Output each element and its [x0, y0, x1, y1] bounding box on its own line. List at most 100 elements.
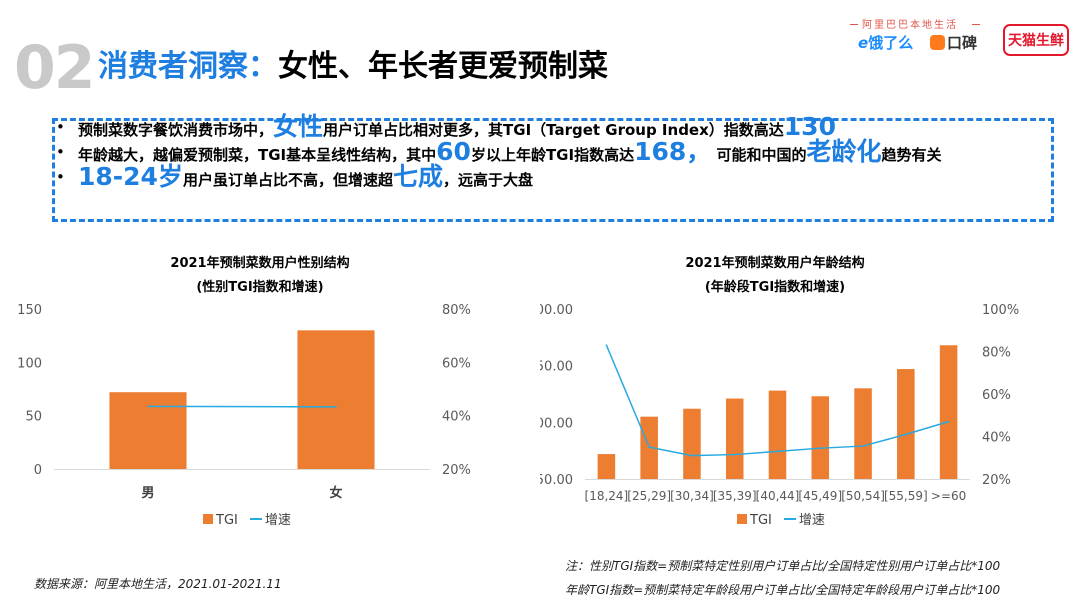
- tgi-bar: [683, 408, 701, 479]
- tgi-bar: [109, 392, 187, 469]
- growth-point: [776, 450, 779, 453]
- bullet-text: 预制菜数字餐饮消费市场中，: [78, 121, 274, 139]
- bullet-highlight: 130: [783, 112, 836, 141]
- legend-growth-label: 增速: [264, 513, 291, 528]
- left-axis-tick: 50.00: [540, 473, 573, 488]
- page-title-lead: 消费者洞察：: [98, 49, 278, 84]
- tgi-bar: [597, 454, 616, 479]
- category-label: [50,54]: [841, 489, 885, 503]
- category-label: [40,44]: [756, 489, 800, 503]
- right-axis-tick: 100%: [982, 303, 1019, 318]
- koubei-icon: [930, 35, 945, 50]
- legend-bar-swatch: [737, 514, 747, 524]
- eleme-mark: e: [858, 34, 869, 52]
- legend-tgi-label: TGI: [216, 513, 238, 528]
- right-axis-tick: 40%: [982, 431, 1011, 446]
- gender-chart-title: 2021年预制菜数用户性别结构 (性别TGI指数和增速): [60, 252, 460, 300]
- category-label: [25,29]: [627, 489, 671, 503]
- growth-point: [335, 406, 337, 408]
- left-axis-tick: 200.00: [540, 303, 573, 318]
- bullet-highlight: 七成: [392, 162, 443, 191]
- insight-bullet: • 年龄越大，越偏爱预制菜，TGI基本呈线性结构，其中60岁以上年龄TGI指数高达…: [56, 139, 1046, 166]
- bullet-text: 趋势有关: [881, 146, 942, 164]
- right-axis-tick: 60%: [442, 356, 471, 371]
- age-chart-subtitle: (年龄段TGI指数和增速): [704, 280, 846, 295]
- tmall-fresh-logo: 天猫生鲜: [1003, 24, 1069, 56]
- age-chart: 200.00 150.00 100.00 50.00 100% 80% 60% 40% 20% […: [540, 303, 1019, 503]
- tgi-bar: [897, 369, 915, 479]
- bullet-text: 用户虽订单占比不高，但增速超: [182, 171, 393, 189]
- legend-line-swatch: [783, 518, 796, 520]
- right-axis-tick: 80%: [442, 303, 471, 318]
- bullet-highlight: 老龄化: [806, 137, 882, 166]
- growth-point: [819, 447, 822, 449]
- insight-bullet: • 预制菜数字餐饮消费市场中，女性用户订单占比相对更多，其TGI（Target G…: [56, 114, 1046, 141]
- data-source: 数据来源：阿里本地生活，2021.01-2021.11: [34, 577, 282, 591]
- right-axis-tick: 40%: [442, 410, 471, 425]
- left-axis-tick: 150.00: [540, 360, 573, 375]
- section-number: 02: [14, 33, 95, 103]
- age-chart-title: 2021年预制菜数用户年龄结构 (年龄段TGI指数和增速): [575, 252, 975, 300]
- bullet-text: 可能和中国的: [711, 146, 807, 164]
- gender-chart: 150 100 50 0 80% 60% 40% 20% 男 女: [17, 303, 471, 501]
- age-chart-title-main: 2021年预制菜数用户年龄结构: [685, 256, 865, 271]
- growth-point: [691, 454, 693, 457]
- age-chart-legend: TGI 增速: [737, 509, 825, 528]
- tgi-bar: [297, 330, 375, 469]
- left-axis-tick: 100: [17, 356, 42, 371]
- category-label: [35,39]: [713, 489, 757, 503]
- bullet-dot: •: [56, 118, 65, 136]
- left-axis-tick: 100.00: [540, 416, 573, 431]
- gender-chart-title-main: 2021年预制菜数用户性别结构: [170, 256, 350, 271]
- brand-subtitle: 阿里巴巴本地生活: [862, 20, 958, 31]
- right-axis-tick: 80%: [982, 346, 1011, 361]
- left-axis-tick: 0: [34, 463, 42, 478]
- right-axis-tick: 20%: [982, 473, 1011, 488]
- tgi-note-age: 年龄TGI指数=预制菜特定年龄段用户订单占比/全国特定年龄段用户订单占比*100: [565, 583, 1001, 597]
- legend-bar-swatch: [203, 514, 213, 524]
- category-label: 女: [329, 485, 342, 501]
- category-label: >=60: [931, 489, 966, 503]
- bullet-highlight: 168，: [634, 137, 712, 166]
- gender-chart-subtitle: (性别TGI指数和增速): [196, 280, 324, 295]
- right-axis-tick: 20%: [442, 463, 471, 478]
- insight-bullet: • 18-24岁用户虽订单占比不高，但增速超七成，远高于大盘: [56, 164, 1046, 191]
- bullet-dot: •: [56, 143, 65, 161]
- page-title-rest: 女性、年长者更爱预制菜: [278, 49, 608, 84]
- bullet-highlight: 女性: [273, 112, 324, 141]
- tgi-bar: [854, 388, 872, 479]
- tgi-bar: [725, 398, 744, 479]
- bullet-text: 年龄越大，越偏爱预制菜，TGI基本呈线性结构，其中: [78, 146, 437, 164]
- bullet-text: ，远高于大盘: [443, 171, 534, 189]
- koubei-name: 口碑: [947, 34, 978, 52]
- category-label: 男: [141, 486, 154, 501]
- koubei-logo: 口碑: [930, 32, 977, 53]
- left-axis-tick: 50: [25, 410, 42, 425]
- growth-line: [147, 405, 337, 408]
- growth-point: [947, 420, 950, 423]
- growth-point: [862, 445, 864, 447]
- eleme-name: 饿了么: [868, 34, 914, 52]
- category-label: [18,24]: [585, 489, 629, 503]
- growth-point: [648, 446, 650, 448]
- category-label: [45,49]: [798, 489, 842, 503]
- growth-point: [733, 453, 736, 456]
- right-axis-tick: 60%: [982, 388, 1011, 403]
- legend-line-swatch: [249, 518, 262, 520]
- legend-growth-label: 增速: [798, 513, 825, 528]
- tgi-bar: [768, 390, 787, 479]
- gender-chart-legend: TGI 增速: [203, 509, 291, 528]
- tgi-note-gender: 注：性别TGI指数=预制菜特定性别用户订单占比/全国特定性别用户订单占比*100: [565, 559, 1001, 573]
- page-title: 消费者洞察：女性、年长者更爱预制菜: [98, 52, 608, 82]
- bullet-highlight: 18-24岁: [78, 162, 183, 191]
- growth-point: [905, 433, 907, 436]
- tgi-bar: [939, 345, 958, 479]
- bullet-text: 岁以上年龄TGI指数高达: [470, 146, 635, 164]
- bullet-dot: •: [56, 168, 65, 186]
- category-label: [30,34]: [670, 489, 714, 503]
- legend-tgi-label: TGI: [750, 513, 772, 528]
- growth-point: [147, 405, 149, 408]
- insight-bullets: • 预制菜数字餐饮消费市场中，女性用户订单占比相对更多，其TGI（Target G…: [56, 114, 1046, 191]
- bullet-text: 用户订单占比相对更多，其TGI（Target Group Index）指数高达: [323, 121, 784, 139]
- left-axis-tick: 150: [17, 303, 42, 318]
